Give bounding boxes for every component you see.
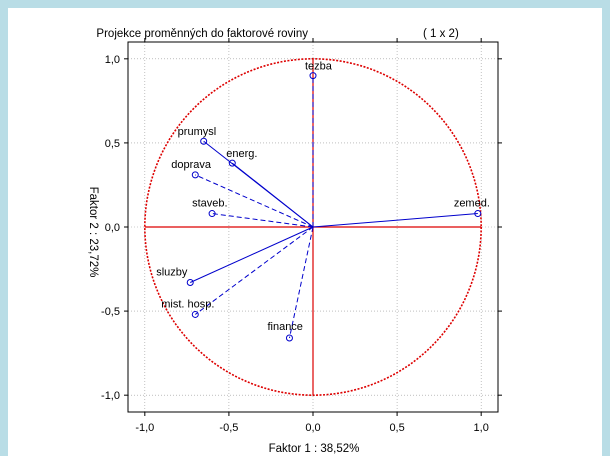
y-axis-label: Faktor 2 : 23,72% — [87, 187, 99, 278]
data-point — [474, 210, 482, 218]
chart-panel: Projekce proměnných do faktorové roviny … — [8, 8, 602, 456]
chart-subtitle: ( 1 x 2) — [423, 28, 459, 40]
data-point — [191, 171, 199, 179]
x-tick-label: 0,0 — [305, 422, 320, 434]
y-tick-label: -1,0 — [101, 390, 120, 402]
point-label: sluzby — [156, 267, 188, 279]
x-tick-label: -1,0 — [135, 422, 154, 434]
factor-chart: Projekce proměnných do faktorové roviny … — [87, 28, 502, 455]
vector-line — [231, 162, 314, 228]
x-tick-label: 1,0 — [474, 422, 489, 434]
vector-line — [195, 174, 314, 228]
chart-title: Projekce proměnných do faktorové roviny — [96, 28, 308, 40]
point-label: staveb. — [192, 198, 227, 210]
data-point — [309, 72, 317, 80]
vector-line — [312, 213, 478, 228]
point-label: finance — [267, 321, 302, 333]
data-point — [285, 334, 293, 342]
point-label: mist. hosp. — [161, 298, 214, 310]
x-axis-label: Faktor 1 : 38,52% — [269, 443, 360, 455]
y-tick-label: 1,0 — [105, 54, 120, 66]
data-point — [191, 310, 199, 318]
point-label: energ. — [226, 148, 257, 160]
point-label: doprava — [171, 159, 212, 171]
point-label: tezba — [305, 61, 333, 73]
plot-area: -1,0 1,0 -0,5 0,5 0,0 0,0 0,5 -0,5 1,0 -1,0 tezba p… — [101, 38, 502, 434]
data-point — [228, 159, 236, 167]
data-point — [200, 137, 208, 145]
data-point — [186, 279, 194, 286]
point-label: prumysl — [178, 126, 217, 138]
vector-line — [212, 213, 314, 228]
y-tick-label: 0,5 — [105, 138, 120, 150]
x-tick-label: 0,5 — [389, 422, 404, 434]
y-tick-label: 0,0 — [105, 222, 120, 234]
data-point — [208, 210, 216, 218]
point-label: zemed. — [454, 198, 490, 210]
vector-line — [194, 226, 314, 315]
vector-line — [288, 226, 314, 339]
x-tick-label: -0,5 — [219, 422, 238, 434]
y-tick-label: -0,5 — [101, 306, 120, 318]
vector-line — [190, 226, 314, 283]
